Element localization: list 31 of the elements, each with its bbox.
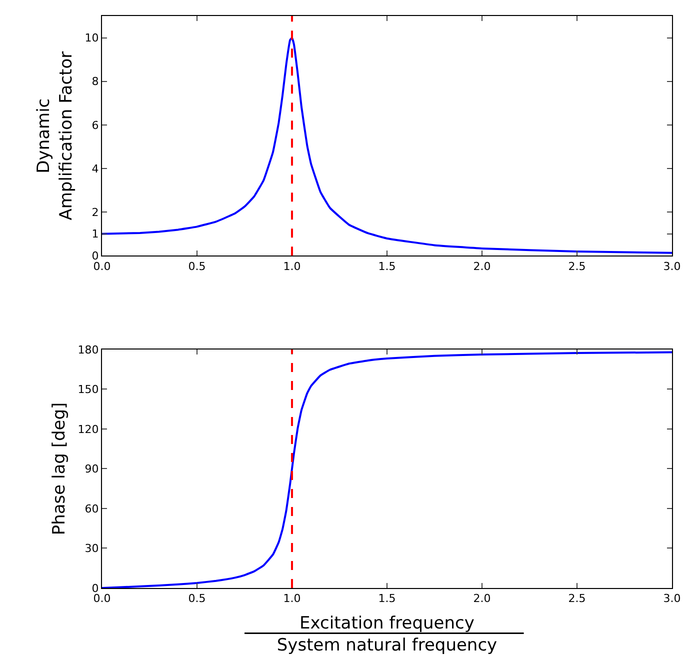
x-tick-label: 1.5 [378, 592, 396, 606]
x-axis-title: Excitation frequency System natural frequency [276, 614, 498, 656]
line-series [102, 36, 672, 254]
x-tick-label: 2.5 [568, 592, 586, 606]
x-tick-label: 2.0 [473, 592, 491, 606]
x-tick-label: 2.5 [568, 260, 586, 273]
y-tick-label: 1 [92, 228, 99, 241]
y-tick-label: 120 [78, 422, 99, 436]
x-tick-label: 0.0 [93, 592, 111, 606]
x-tick-label: 1.5 [378, 260, 396, 273]
x-tick-label: 2.0 [473, 260, 491, 273]
y-tick-label: 2 [92, 206, 99, 219]
y-tick-label: 90 [84, 462, 99, 476]
y-tick-label: 30 [84, 542, 99, 556]
y-tick-label: 180 [78, 343, 99, 356]
x-tick-label: 1.0 [283, 592, 301, 606]
y-tick-label: 4 [92, 162, 99, 176]
y-axis-title: Dynamic Amplification Factor [34, 51, 76, 220]
line-series [102, 351, 672, 588]
y-tick-label: 8 [92, 75, 99, 88]
y-tick-label: 150 [78, 383, 99, 396]
y-tick-label: 6 [92, 118, 99, 132]
x-tick-label: 3.0 [663, 592, 681, 606]
x-tick-label: 1.0 [283, 260, 301, 273]
x-tick-label: 0.5 [188, 592, 206, 606]
x-tick-label: 3.0 [663, 260, 681, 273]
x-tick-label: 0.5 [188, 260, 206, 273]
y-tick-label: 60 [84, 502, 99, 516]
y-axis-title: Phase lag [deg] [49, 402, 70, 536]
y-tick-label: 0 [92, 582, 99, 595]
y-tick-label: 10 [84, 32, 99, 45]
